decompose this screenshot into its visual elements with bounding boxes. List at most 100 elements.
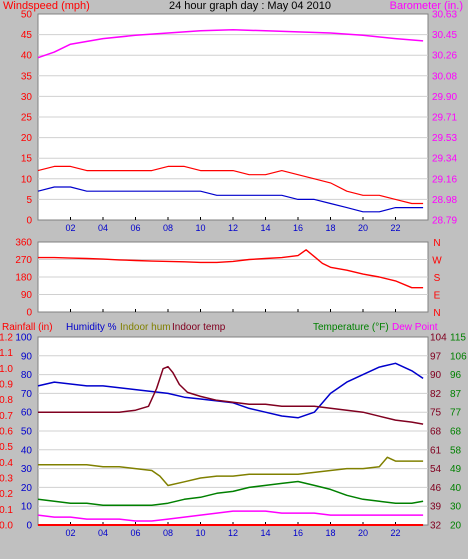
temperature-tick-label: 30 [450, 502, 462, 513]
rainfall-tick-label: 0.0 [0, 521, 13, 532]
panel2-left-ticks: 0 90 180 270 360 [15, 238, 32, 319]
panel1-x-ticks: 02 04 06 08 10 12 14 16 18 20 22 [65, 223, 400, 233]
temperature-line [37, 480, 424, 506]
temperature-tick-label: 106 [450, 351, 467, 362]
barometer-tick-label: 30.08 [432, 71, 457, 82]
wind-direction-tick-label: 90 [21, 290, 33, 301]
temperature-tick-label: 77 [450, 408, 462, 419]
panel1-left-ticks: 0 5 10 15 20 25 30 35 40 45 50 [21, 10, 33, 227]
x-tick-label: 06 [130, 223, 140, 233]
rainfall-tick-label: 0.6 [0, 427, 13, 438]
humidity-tick-label: 30 [21, 464, 33, 475]
windspeed-tick-label: 15 [21, 154, 33, 165]
rainfall-tick-label: 0.2 [0, 489, 13, 500]
x-tick-label: 08 [163, 528, 173, 538]
humidity-tick-label: 50 [21, 427, 33, 438]
indoor-temp-tick-label: 97 [430, 351, 442, 362]
humidity-tick-label: 70 [21, 389, 33, 400]
x-tick-label: 18 [325, 223, 335, 233]
windspeed-tick-label: 10 [21, 174, 33, 185]
x-tick-label: 14 [260, 223, 270, 233]
x-tick-label: 08 [163, 223, 173, 233]
barometer-tick-label: 29.71 [432, 113, 457, 124]
windspeed-axis-label: Windspeed (mph) [3, 0, 90, 12]
windspeed-tick-label: 50 [21, 10, 33, 21]
wind-direction-tick-label: 360 [15, 238, 32, 249]
legend-indoor-hum: Indoor hum [120, 322, 171, 333]
temperature-tick-label: 20 [450, 521, 462, 532]
indoor-humidity-line [38, 456, 424, 487]
x-tick-label: 20 [358, 528, 368, 538]
rainfall-tick-label: 0.9 [0, 380, 13, 391]
rainfall-tick-label: 1.0 [0, 364, 13, 375]
x-tick-label: 22 [390, 528, 400, 538]
legend-indoor-temp: Indoor temp [172, 322, 226, 333]
windspeed-tick-label: 30 [21, 92, 33, 103]
windspeed-tick-label: 25 [21, 113, 33, 124]
wind-direction-label: S [434, 273, 441, 284]
barometer-tick-label: 28.79 [432, 216, 457, 227]
panel1-series [37, 28, 424, 213]
barometer-tick-label: 30.26 [432, 51, 457, 62]
humidity-tick-label: 80 [21, 370, 33, 381]
panel3-rainfall-ticks: 0.0 0.1 0.2 0.3 0.4 0.5 0.6 0.7 0.8 0.9 1.0 1.1 1.2 [0, 333, 13, 532]
barometer-tick-label: 29.34 [432, 154, 457, 165]
wind-direction-label: N [433, 308, 440, 319]
panel2-series [38, 249, 424, 289]
rainfall-tick-label: 0.5 [0, 442, 13, 453]
temperature-tick-label: 49 [450, 464, 462, 475]
windspeed-tick-label: 0 [26, 216, 32, 227]
wind-direction-tick-label: 270 [15, 255, 32, 266]
legend-dew-point: Dew Point [392, 322, 438, 333]
x-tick-label: 02 [65, 223, 75, 233]
rainfall-tick-label: 0.4 [0, 458, 13, 469]
panel3-temperature-ticks-a: 32 39 46 54 61 68 75 82 90 97 104 [430, 333, 447, 532]
barometer-tick-label: 29.90 [432, 92, 457, 103]
panel3-series [37, 362, 424, 526]
wind-direction-label: N [433, 238, 440, 249]
x-tick-label: 14 [260, 528, 270, 538]
wind-direction-label: W [432, 256, 442, 267]
rainfall-tick-label: 0.7 [0, 411, 13, 422]
barometer-tick-label: 29.53 [432, 133, 457, 144]
rainfall-tick-label: 0.1 [0, 505, 13, 516]
windspeed-tick-label: 20 [21, 133, 33, 144]
x-tick-label: 04 [98, 528, 108, 538]
panel3-humidity-ticks: 0 10 20 30 40 50 60 70 80 90 100 [15, 333, 32, 532]
humidity-tick-label: 0 [26, 521, 32, 532]
humidity-tick-label: 100 [15, 333, 32, 344]
wind-direction-tick-label: 0 [26, 308, 32, 319]
windspeed-gust-line [37, 165, 424, 205]
rainfall-tick-label: 1.1 [0, 348, 13, 359]
barometer-line [37, 28, 424, 59]
windspeed-tick-label: 40 [21, 51, 33, 62]
rainfall-tick-label: 0.8 [0, 395, 13, 406]
barometer-tick-label: 29.16 [432, 174, 457, 185]
wind-direction-tick-label: 180 [15, 273, 32, 284]
x-tick-label: 10 [195, 528, 205, 538]
indoor-temp-tick-label: 32 [430, 521, 442, 532]
windspeed-average-line [37, 186, 424, 213]
barometer-tick-label: 30.45 [432, 30, 457, 41]
legend-rainfall: Rainfall (in) [2, 322, 53, 333]
indoor-temp-tick-label: 68 [430, 427, 442, 438]
windspeed-tick-label: 45 [21, 30, 33, 41]
x-tick-label: 16 [293, 528, 303, 538]
barometer-axis-label: Barometer (in.) [390, 0, 463, 12]
indoor-temp-tick-label: 90 [430, 370, 442, 381]
x-tick-label: 20 [358, 223, 368, 233]
indoor-temp-line [38, 365, 424, 425]
x-tick-label: 06 [130, 528, 140, 538]
panel3-x-ticks: 02 04 06 08 10 12 14 16 18 20 22 [65, 528, 400, 538]
temperature-tick-label: 40 [450, 483, 462, 494]
humidity-tick-label: 90 [21, 351, 33, 362]
dew-point-line [37, 510, 424, 522]
legend-temperature: Temperature (°F) [313, 322, 389, 333]
temperature-tick-label: 115 [450, 333, 466, 344]
humidity-tick-label: 60 [21, 408, 33, 419]
legend-humidity: Humidity % [66, 322, 117, 333]
x-tick-label: 22 [390, 223, 400, 233]
rainfall-tick-label: 0.3 [0, 474, 13, 485]
